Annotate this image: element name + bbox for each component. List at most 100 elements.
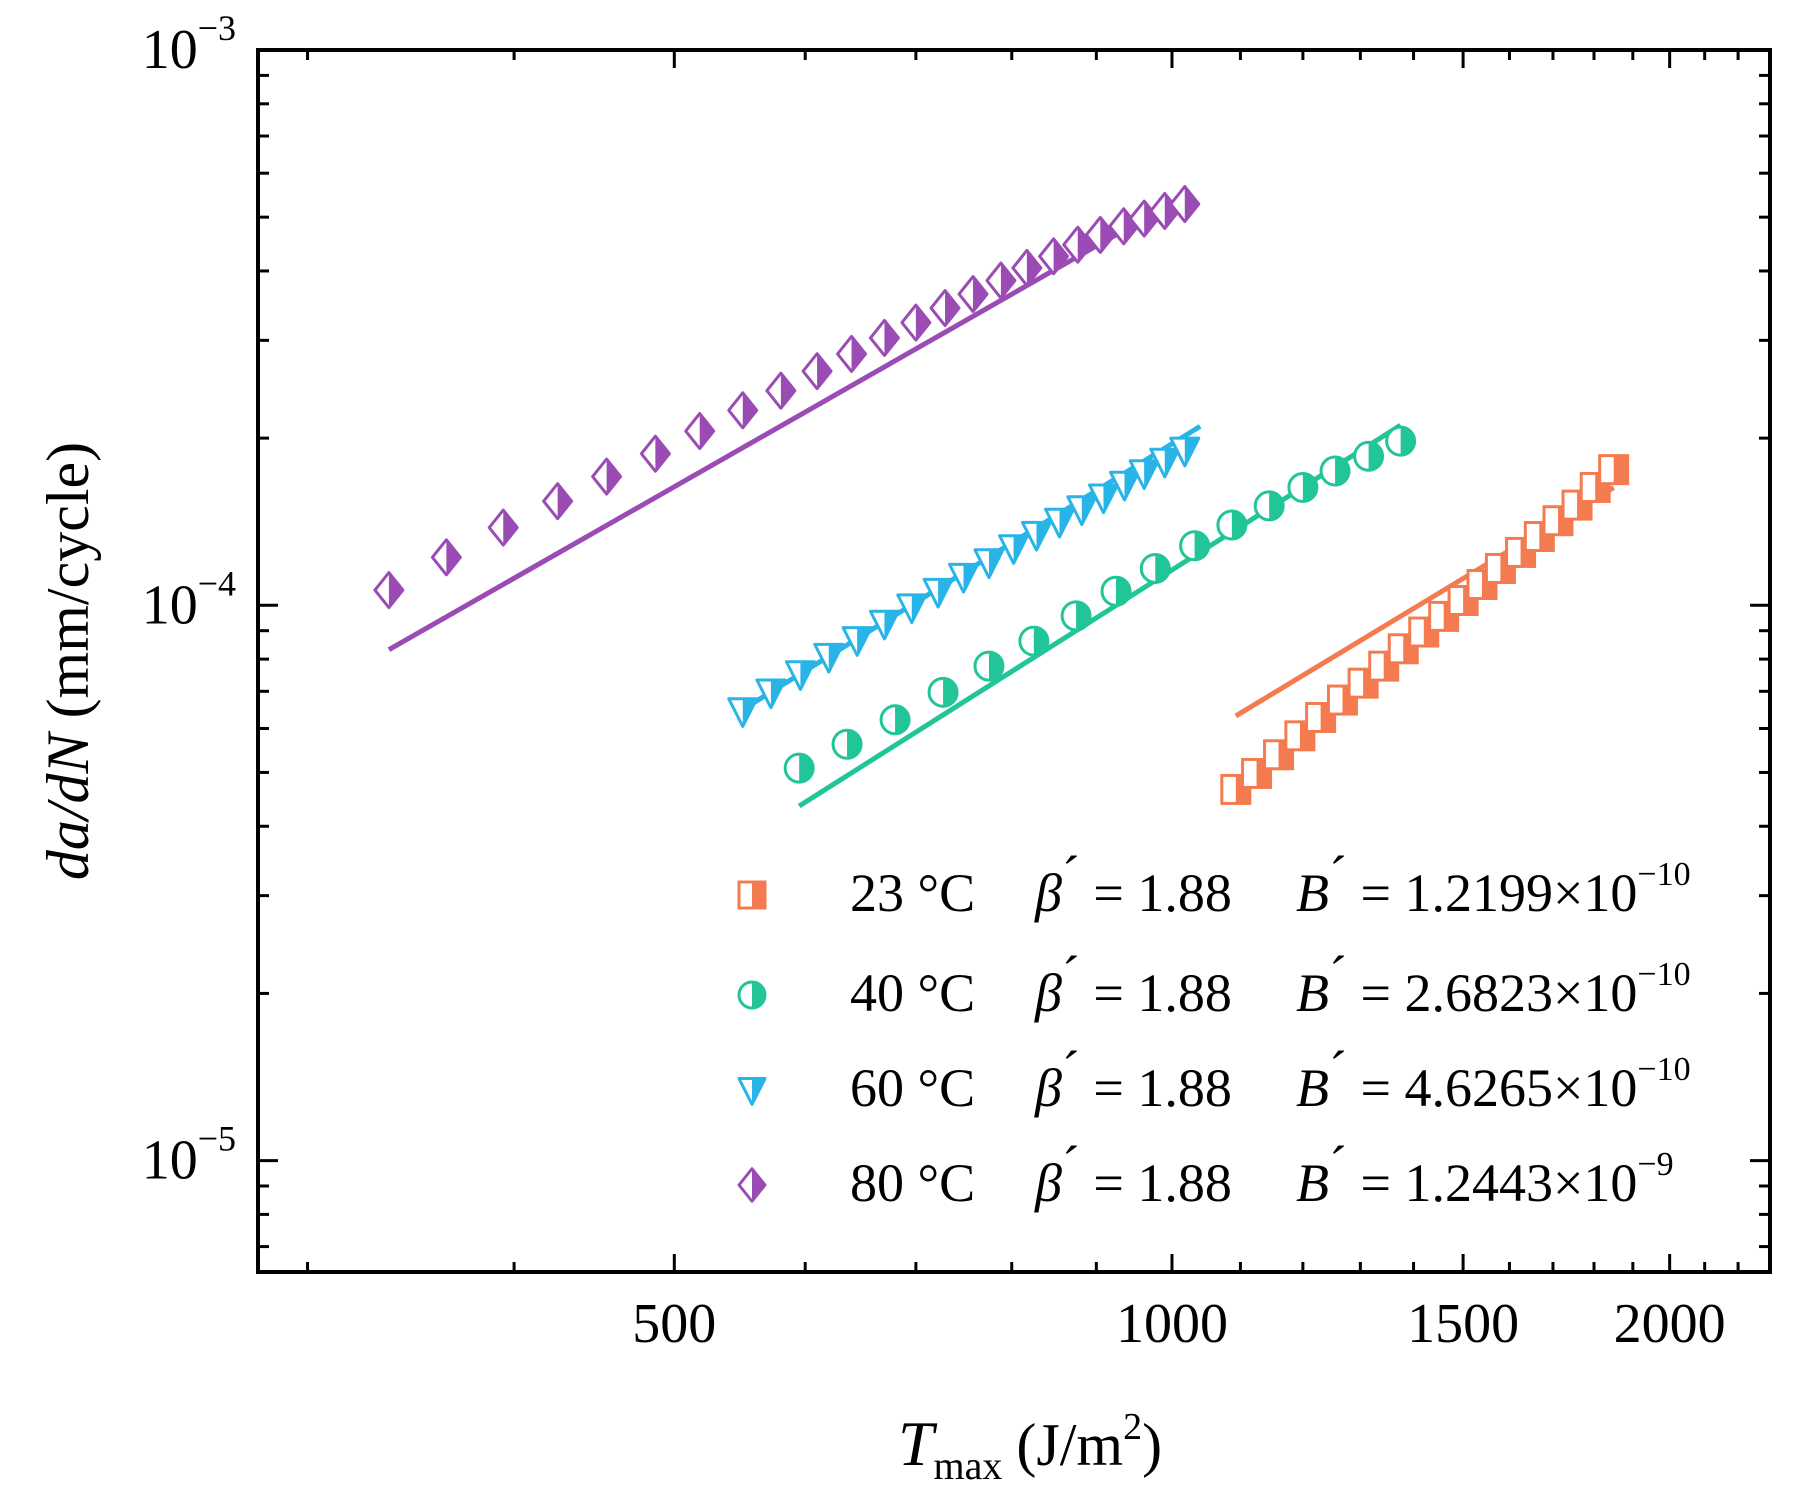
x-tick-label: 500 [632,1293,716,1355]
legend-series-name: 60 °C [850,1058,975,1118]
legend-prime: ´ [1062,1040,1080,1100]
legend-B-mantissa: 4.6265×10 [1404,1058,1637,1118]
fit-line [387,193,1187,652]
data-point [1139,552,1171,584]
series-2 [727,424,1202,728]
x-axis-title: Tmax (J/m2) [898,1406,1162,1488]
legend-B: B´ = 2.6823×10−10 [1296,945,1691,1023]
x-axis-tick-labels: 500 1000 1500 2000 [632,1293,1725,1355]
x-axis-title-subscript: max [934,1443,1003,1488]
y-tick-label: 10−3 [142,8,236,81]
data-point [1253,490,1285,522]
data-point [1128,459,1160,491]
y-tick-label-base: 10 [142,1130,198,1192]
data-point [973,650,1005,682]
legend-B-mantissa: 2.6823×10 [1404,963,1637,1023]
legend-beta-symbol: β [1034,963,1062,1023]
legend-beta-value: 1.88 [1137,1058,1232,1118]
series-layer [373,185,1630,809]
data-point [1062,225,1094,264]
series-1 [783,423,1417,809]
data-point [1387,633,1419,665]
legend-entry: 80 °C β´ = 1.88 B´ = 1.2443×10−9 [737,1135,1674,1213]
legend-B-symbol: B [1296,1058,1329,1118]
data-point [868,318,900,357]
data-point [1038,237,1070,276]
data-point [1084,215,1116,254]
data-point [896,593,928,625]
data-point [1385,425,1417,457]
data-point [957,275,989,314]
legend-beta: β´ = 1.88 [1034,945,1232,1023]
data-point [430,538,462,577]
data-point [1018,625,1050,657]
data-point [1287,471,1319,503]
data-point [487,508,519,547]
legend-prime: ´ [1329,1135,1347,1195]
y-axis-tick-labels: 10−510−410−3 [142,8,236,1192]
legend-prime: ´ [1062,845,1080,905]
legend-eq: = [1080,1153,1137,1213]
data-point [1353,440,1385,472]
data-point [836,334,868,373]
data-point [684,412,716,451]
data-point [1368,650,1400,682]
y-tick-label-base: 10 [142,19,198,81]
x-tick-label: 2000 [1614,1293,1726,1355]
data-point [948,562,980,594]
data-point [1319,455,1351,487]
legend-B: B´ = 1.2443×10−9 [1296,1135,1674,1213]
legend-entry: 60 °C β´ = 1.88 B´ = 4.6265×10−10 [737,1040,1691,1118]
legend-eq: = [1080,963,1137,1023]
legend-eq: = [1080,863,1137,923]
legend-beta-symbol: β [1034,863,1062,923]
data-point [1020,520,1052,552]
series-3 [373,185,1201,652]
data-point [831,728,863,760]
data-point [1598,454,1630,486]
data-point [801,352,833,391]
data-point [1011,248,1043,287]
data-point [927,676,959,708]
x-tick-label: 1500 [1407,1293,1519,1355]
data-point [1108,470,1140,502]
data-point [841,626,873,657]
legend-prime: ´ [1329,945,1347,1005]
data-point [784,660,816,691]
legend-beta: β´ = 1.88 [1034,845,1232,923]
legend-beta-symbol: β [1034,1058,1062,1118]
series-0 [1220,454,1630,805]
data-point [813,642,845,674]
y-tick-label-exponent: −3 [198,8,236,48]
legend-B: B´ = 4.6265×10−10 [1296,1040,1691,1118]
legend-B-exponent: −10 [1637,856,1690,893]
data-point [1149,447,1181,479]
legend-B-mantissa: 1.2199×10 [1404,863,1637,923]
y-axis-ticks [258,48,1770,1249]
y-axis-title-gap [35,718,101,733]
legend-eq: = [1347,963,1404,1023]
legend-marker [737,980,767,1010]
data-point [1066,495,1098,527]
y-tick-label-base: 10 [142,574,198,636]
legend-beta-value: 1.88 [1137,863,1232,923]
x-axis-ticks [306,50,1740,1272]
legend-prime: ´ [1329,1040,1347,1100]
data-point [1484,552,1516,584]
data-point [868,609,900,641]
data-point [922,577,954,609]
data-point [973,548,1005,580]
data-point [765,371,797,410]
legend-eq: = [1347,1153,1404,1213]
data-point [639,434,671,473]
data-point [591,457,623,496]
x-axis-title-main: T [898,1408,938,1479]
data-point [1216,509,1248,541]
y-axis-title: da/dN (mm/cycle) [35,442,101,880]
legend-beta: β´ = 1.88 [1034,1040,1232,1118]
legend-prime: ´ [1062,945,1080,1005]
legend-B-exponent: −10 [1637,956,1690,993]
legend-prime: ´ [1062,1135,1080,1195]
